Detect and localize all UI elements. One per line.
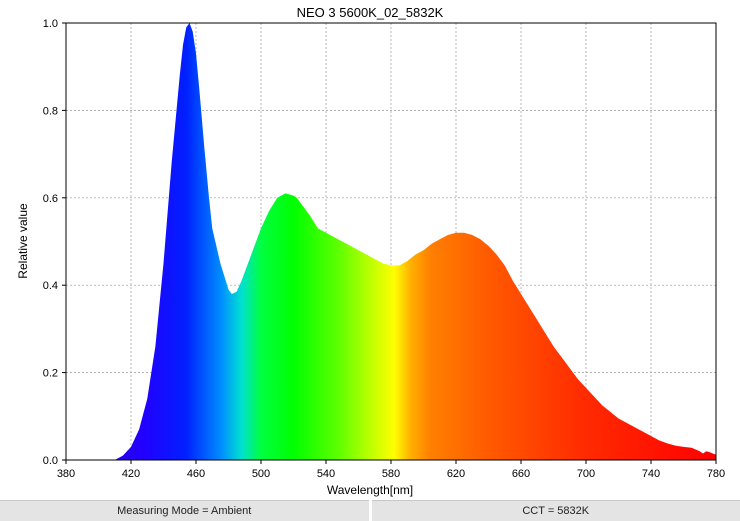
x-tick-label: 700 <box>577 468 595 480</box>
chart-title: NEO 3 5600K_02_5832K <box>297 5 444 20</box>
x-tick-label: 500 <box>252 468 270 480</box>
y-tick-label: 0.4 <box>43 280 58 292</box>
x-tick-label: 580 <box>382 468 400 480</box>
x-tick-label: 620 <box>447 468 465 480</box>
spectrum-area <box>66 23 716 460</box>
y-tick-label: 0.2 <box>43 368 58 380</box>
y-tick-label: 0.8 <box>43 105 58 117</box>
x-tick-label: 660 <box>512 468 530 480</box>
x-tick-label: 540 <box>317 468 335 480</box>
y-tick-label: 1.0 <box>43 18 58 30</box>
x-tick-label: 780 <box>707 468 725 480</box>
y-axis-label: Relative value <box>16 203 30 279</box>
axis-ticks: 380 420 460 500 540 580 620 660 700 740 780 0.0 0.2 0… <box>43 18 725 480</box>
x-tick-label: 740 <box>642 468 660 480</box>
cct-status: CCT = 5832K <box>371 500 740 521</box>
x-tick-label: 420 <box>122 468 140 480</box>
status-footer: Measuring Mode = Ambient CCT = 5832K <box>0 500 740 521</box>
x-tick-label: 380 <box>57 468 75 480</box>
x-tick-label: 460 <box>187 468 205 480</box>
y-tick-label: 0.6 <box>43 193 58 205</box>
y-tick-label: 0.0 <box>43 455 58 467</box>
spectrum-chart: 380 420 460 500 540 580 620 660 700 740 780 0.0 0.2 0… <box>16 5 725 497</box>
x-axis-label: Wavelength[nm] <box>327 483 413 497</box>
measuring-mode-status: Measuring Mode = Ambient <box>0 500 369 521</box>
